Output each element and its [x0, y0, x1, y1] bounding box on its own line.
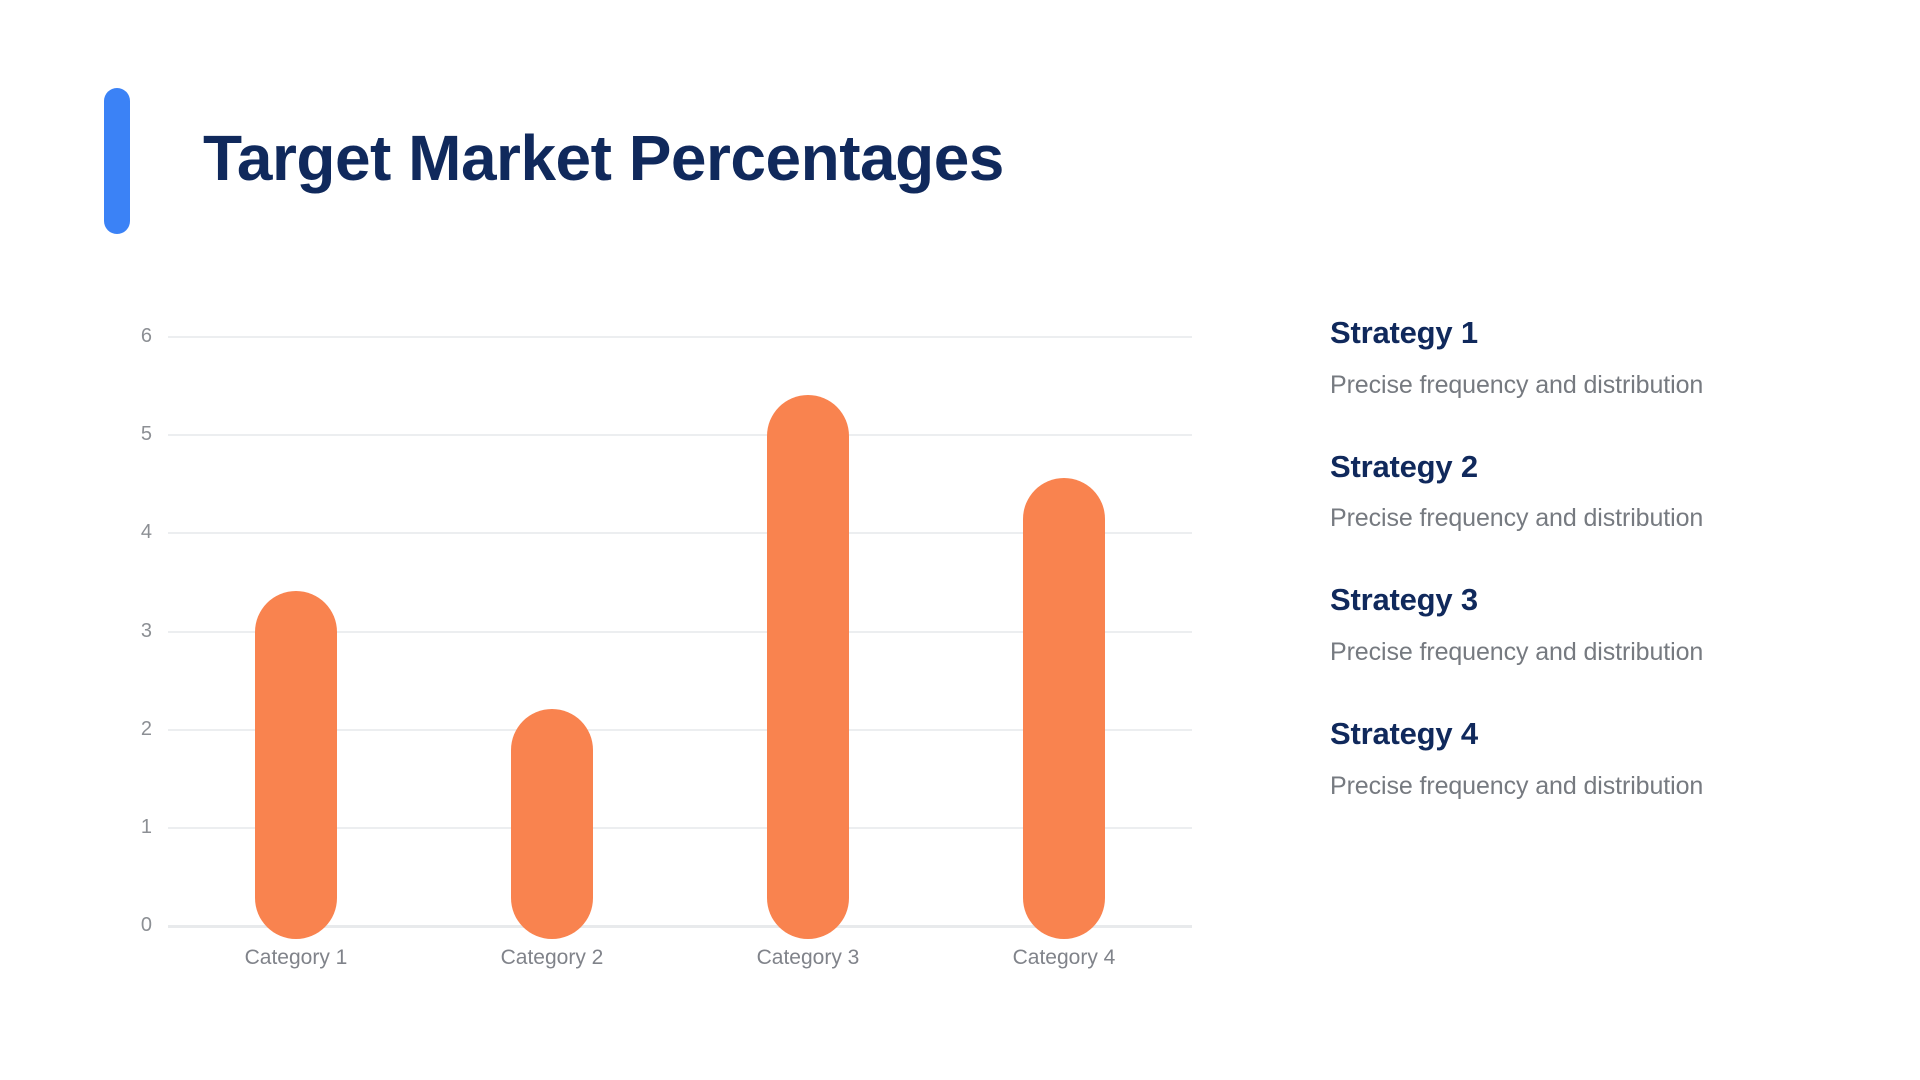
strategy-title: Strategy 4	[1330, 715, 1478, 751]
strategy-list: Strategy 1 Precise frequency and distribu…	[1330, 315, 1850, 801]
accent-bar-icon	[104, 88, 130, 234]
y-axis-tick-label: 5	[140, 423, 152, 446]
y-axis-tick-label: 3	[140, 619, 152, 642]
y-axis-tick-label: 6	[140, 325, 152, 347]
strategy-item-4: Strategy 4 Precise frequency and distribu…	[1330, 716, 1850, 801]
gridline	[168, 532, 1192, 535]
bar-3[interactable]	[767, 394, 849, 939]
strategy-title: Strategy 2	[1330, 448, 1478, 484]
y-axis-tick-label: 1	[140, 815, 152, 838]
y-axis-tick-label: 2	[140, 717, 152, 740]
x-axis-tick-label: Category 2	[500, 946, 604, 969]
gridline	[168, 925, 1192, 928]
strategy-description: Precise frequency and distribution	[1330, 637, 1704, 666]
page-title: Target Market Percentages	[203, 121, 1004, 194]
strategy-description: Precise frequency and distribution	[1330, 771, 1704, 800]
y-axis-tick-label: 4	[140, 521, 152, 544]
strategy-title: Strategy 3	[1330, 582, 1478, 618]
gridline	[168, 630, 1192, 633]
bar-4[interactable]	[1023, 478, 1105, 939]
chart-plot-area: 0 1 2 3 4 5 6 Category 1 Category 2 Category 3 Cat…	[141, 326, 1192, 968]
strategy-description: Precise frequency and distribution	[1330, 370, 1704, 399]
strategy-item-1: Strategy 1 Precise frequency and distribu…	[1330, 315, 1850, 400]
strategy-title: Strategy 1	[1330, 315, 1478, 350]
bar-1[interactable]	[255, 591, 337, 939]
bar-2[interactable]	[511, 709, 593, 939]
gridline	[168, 826, 1192, 829]
x-axis-tick-label: Category 4	[1012, 946, 1116, 969]
x-axis-tick-label: Category 1	[244, 946, 348, 969]
title-block: Target Market Percentages	[104, 88, 1004, 234]
y-axis-tick-label: 0	[140, 914, 152, 936]
x-axis-tick-label: Category 3	[756, 946, 860, 969]
strategy-item-3: Strategy 3 Precise frequency and distribu…	[1330, 582, 1850, 667]
gridline	[168, 336, 1192, 338]
gridline	[168, 728, 1192, 731]
strategy-item-2: Strategy 2 Precise frequency and distribu…	[1330, 449, 1850, 534]
bar-chart: 0 1 2 3 4 5 6 Category 1 Category 2 Category 3 Cat…	[130, 318, 1210, 968]
gridline	[168, 434, 1192, 437]
strategy-description: Precise frequency and distribution	[1330, 504, 1704, 533]
